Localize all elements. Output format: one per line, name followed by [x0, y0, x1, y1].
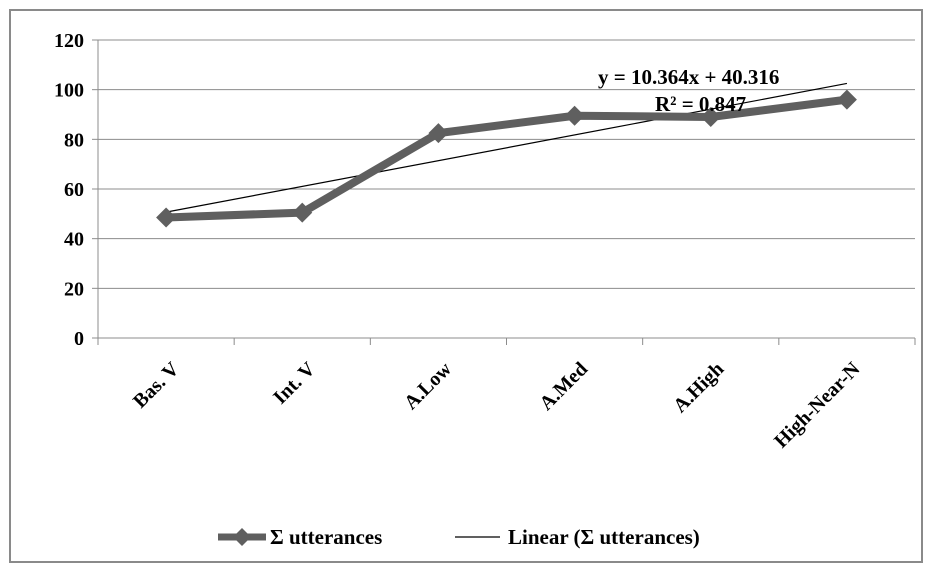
y-tick-label: 40 [64, 229, 84, 251]
y-tick-label: 60 [64, 179, 84, 201]
data-point [428, 123, 449, 144]
trendline [165, 82, 848, 213]
legend: Σ utterances Linear (Σ utterances) [218, 525, 700, 549]
data-point [292, 202, 313, 223]
y-tick-label: 120 [54, 30, 84, 52]
trendline-r-squared: R² = 0.847 [655, 92, 746, 116]
trendline-annotation: y = 10.364x + 40.316 R² = 0.847 [598, 65, 779, 116]
data-point [564, 105, 585, 126]
series-line [162, 95, 851, 222]
data-point [700, 106, 721, 127]
y-axis-ticks: 0 20 40 60 80 100 120 [54, 30, 98, 350]
y-tick-label: 100 [54, 80, 84, 102]
legend-trend-label: Linear (Σ utterances) [508, 525, 700, 549]
data-point [156, 207, 177, 228]
y-tick-label: 80 [64, 129, 84, 151]
y-tick-label: 0 [74, 328, 84, 350]
legend-series-marker [233, 528, 251, 546]
chart-border [9, 9, 923, 563]
legend-series-label: Σ utterances [270, 525, 382, 549]
y-tick-label: 20 [64, 278, 84, 300]
trendline-line [165, 82, 848, 213]
data-point [836, 89, 857, 110]
trendline-equation: y = 10.364x + 40.316 [598, 65, 779, 89]
series [156, 89, 857, 228]
gridlines [98, 39, 915, 289]
